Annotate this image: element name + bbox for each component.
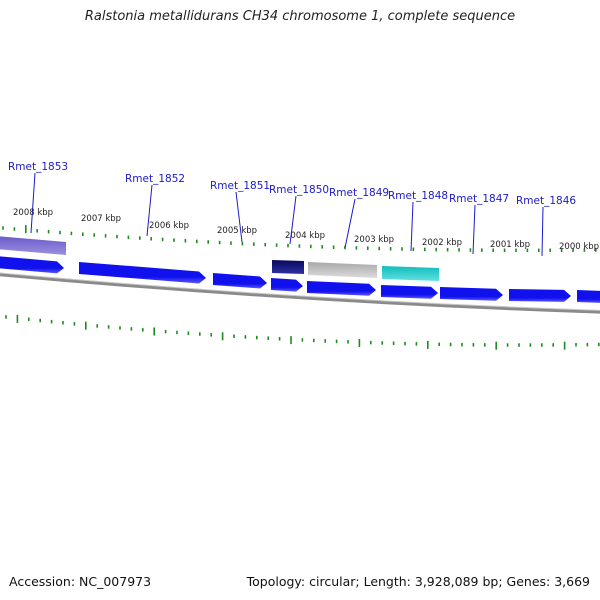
kbp-label: 2003 kbp bbox=[354, 235, 394, 245]
kbp-label: 2005 kbp bbox=[217, 226, 257, 236]
label-leader bbox=[146, 184, 153, 237]
kbp-label: 2006 kbp bbox=[149, 221, 189, 231]
gene-arrow[interactable] bbox=[307, 281, 376, 296]
label-leader bbox=[235, 191, 243, 243]
accession-text: Accession: NC_007973 bbox=[9, 574, 152, 589]
gene-block-rmet-1848[interactable] bbox=[382, 266, 439, 281]
kbp-label: 2008 kbp bbox=[13, 208, 53, 218]
kbp-label: 2007 kbp bbox=[81, 214, 121, 224]
upper-scale-ticks bbox=[2, 225, 597, 253]
gene-arrow[interactable] bbox=[381, 285, 438, 299]
gene-label-rmet-1847[interactable]: Rmet_1847 bbox=[449, 193, 509, 205]
gene-label-rmet-1850[interactable]: Rmet_1850 bbox=[269, 184, 329, 196]
gene-track bbox=[0, 236, 600, 303]
label-leader bbox=[289, 195, 297, 245]
gene-arrow[interactable] bbox=[509, 289, 571, 302]
topology-summary: Topology: circular; Length: 3,928,089 bp… bbox=[246, 574, 590, 589]
label-leader bbox=[410, 201, 414, 252]
gene-label-rmet-1846[interactable]: Rmet_1846 bbox=[516, 195, 576, 207]
gene-label-rmet-1848[interactable]: Rmet_1848 bbox=[388, 190, 448, 202]
label-leader bbox=[472, 204, 476, 255]
gene-label-rmet-1852[interactable]: Rmet_1852 bbox=[125, 173, 185, 185]
gene-label-rmet-1851[interactable]: Rmet_1851 bbox=[210, 180, 270, 192]
gene-block-rmet-1850[interactable] bbox=[272, 260, 304, 274]
gene-arrow[interactable] bbox=[440, 287, 503, 301]
gene-label-rmet-1853[interactable]: Rmet_1853 bbox=[8, 161, 68, 173]
label-leader bbox=[30, 172, 36, 234]
kbp-label: 2002 kbp bbox=[422, 238, 462, 248]
gene-block-rmet-1849[interactable] bbox=[308, 262, 377, 278]
kbp-label: 2000 kbp bbox=[559, 242, 599, 252]
gene-arrow[interactable] bbox=[0, 256, 64, 274]
kbp-label: 2004 kbp bbox=[285, 231, 325, 241]
gene-block-rmet-1853[interactable] bbox=[0, 236, 66, 255]
label-leader bbox=[541, 206, 544, 257]
lower-scale-ticks bbox=[5, 314, 600, 350]
label-leader bbox=[344, 198, 356, 249]
label-leader-lines bbox=[30, 172, 544, 257]
gene-arrow[interactable] bbox=[271, 278, 303, 292]
gene-label-rmet-1849[interactable]: Rmet_1849 bbox=[329, 187, 389, 199]
kbp-label: 2001 kbp bbox=[490, 240, 530, 250]
gene-arrow[interactable] bbox=[577, 290, 600, 303]
map-title: Ralstonia metallidurans CH34 chromosome … bbox=[84, 9, 516, 24]
chromosome-backbone bbox=[0, 272, 600, 314]
gene-arrow[interactable] bbox=[213, 273, 267, 289]
gene-arrow[interactable] bbox=[79, 262, 206, 284]
